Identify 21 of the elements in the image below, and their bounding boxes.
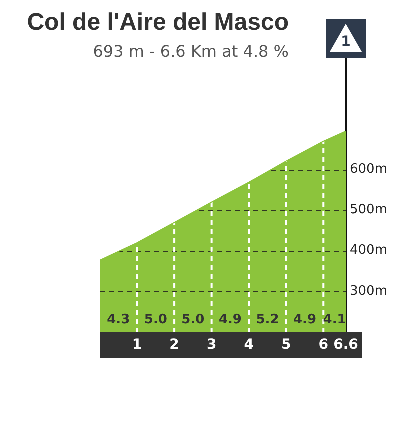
annotation: 5.0 [144,312,168,328]
y-tick-label: 400m [350,243,388,258]
x-tick-label: 5 [281,337,292,354]
annotation: 5.2 [256,312,280,328]
x-tick-label: 2 [170,337,180,354]
x-tick-label: 1 [132,337,142,354]
chart-subtitle: 693 m - 6.6 Km at 4.8 % [93,42,289,62]
annotation: 4.9 [218,312,242,328]
annotation: 5.0 [182,312,205,328]
x-tick-label: 4 [244,337,254,354]
x-tick-label: 6.6 [334,337,358,354]
chart-title: Col de l'Aire del Masco [27,9,289,37]
y-tick-label: 500m [350,202,388,218]
text: 1 [341,34,351,50]
annotation: 4.9 [293,312,317,328]
y-tick-label: 600m [350,162,388,178]
annotation: 4.1 [323,312,346,328]
y-tick-label: 300m [350,284,388,299]
x-tick-label: 3 [206,337,217,354]
x-tick-label: 6 [318,337,329,354]
annotation: 4.3 [107,312,130,328]
